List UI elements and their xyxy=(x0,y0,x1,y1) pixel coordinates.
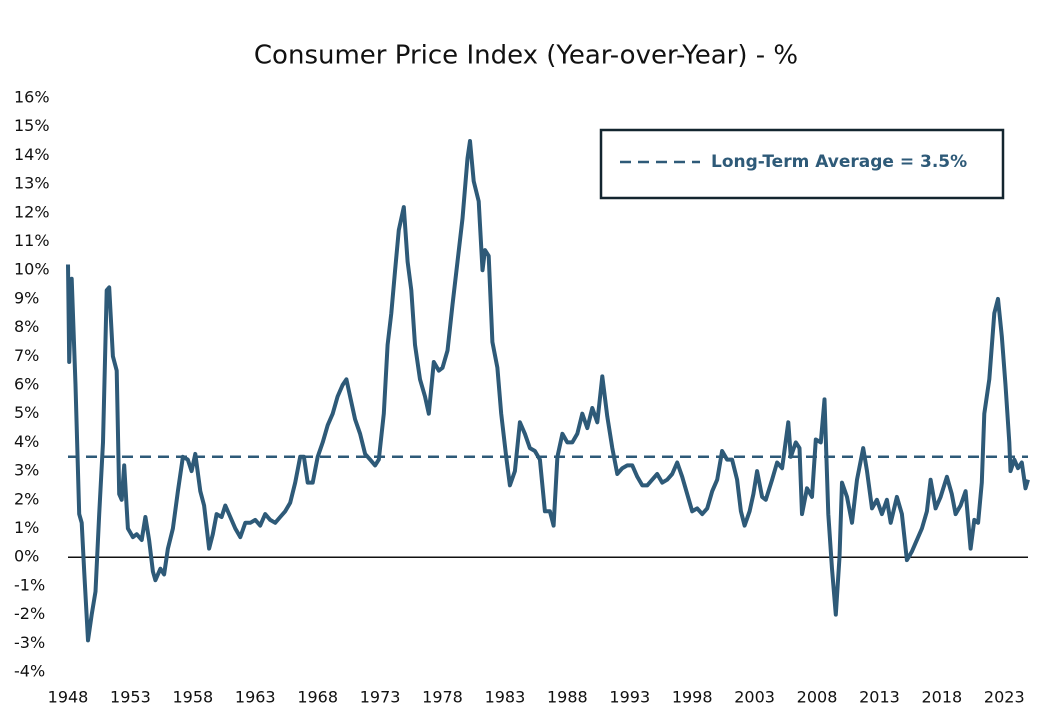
x-tick-label: 1948 xyxy=(48,688,89,707)
y-tick-label: 15% xyxy=(14,116,50,135)
y-tick-label: 13% xyxy=(14,174,50,193)
y-tick-label: -2% xyxy=(14,604,45,623)
x-tick-label: 2023 xyxy=(984,688,1025,707)
y-tick-label: 9% xyxy=(14,288,39,307)
y-tick-label: 0% xyxy=(14,547,39,566)
y-tick-label: 11% xyxy=(14,231,50,250)
x-tick-label: 1998 xyxy=(672,688,713,707)
y-tick-label: -1% xyxy=(14,575,45,594)
y-tick-label: 5% xyxy=(14,403,39,422)
legend-box xyxy=(599,128,1005,200)
y-tick-label: 1% xyxy=(14,518,39,537)
y-tick-label: 4% xyxy=(14,432,39,451)
x-tick-label: 1958 xyxy=(172,688,213,707)
x-tick-label: 2008 xyxy=(797,688,838,707)
y-tick-label: 16% xyxy=(14,88,50,107)
y-tick-label: -4% xyxy=(14,662,45,681)
y-tick-label: -3% xyxy=(14,633,45,652)
y-tick-label: 12% xyxy=(14,202,50,221)
x-tick-label: 1973 xyxy=(360,688,401,707)
x-tick-label: 2018 xyxy=(922,688,963,707)
y-tick-label: 2% xyxy=(14,489,39,508)
x-tick-label: 1978 xyxy=(422,688,463,707)
x-tick-label: 1953 xyxy=(110,688,151,707)
y-tick-label: 6% xyxy=(14,375,39,394)
legend-label: Long-Term Average = 3.5% xyxy=(711,152,967,172)
x-tick-label: 2013 xyxy=(859,688,900,707)
y-tick-label: 10% xyxy=(14,260,50,279)
x-tick-label: 2003 xyxy=(734,688,775,707)
x-tick-label: 1988 xyxy=(547,688,588,707)
y-tick-label: 14% xyxy=(14,145,50,164)
y-tick-label: 3% xyxy=(14,461,39,480)
x-tick-label: 1963 xyxy=(235,688,276,707)
x-tick-label: 1968 xyxy=(297,688,338,707)
x-tick-label: 1993 xyxy=(609,688,650,707)
y-tick-label: 7% xyxy=(14,346,39,365)
chart-title: Consumer Price Index (Year-over-Year) - … xyxy=(254,41,798,71)
x-tick-label: 1983 xyxy=(485,688,526,707)
y-tick-label: 8% xyxy=(14,317,39,336)
cpi-line xyxy=(66,139,1030,643)
